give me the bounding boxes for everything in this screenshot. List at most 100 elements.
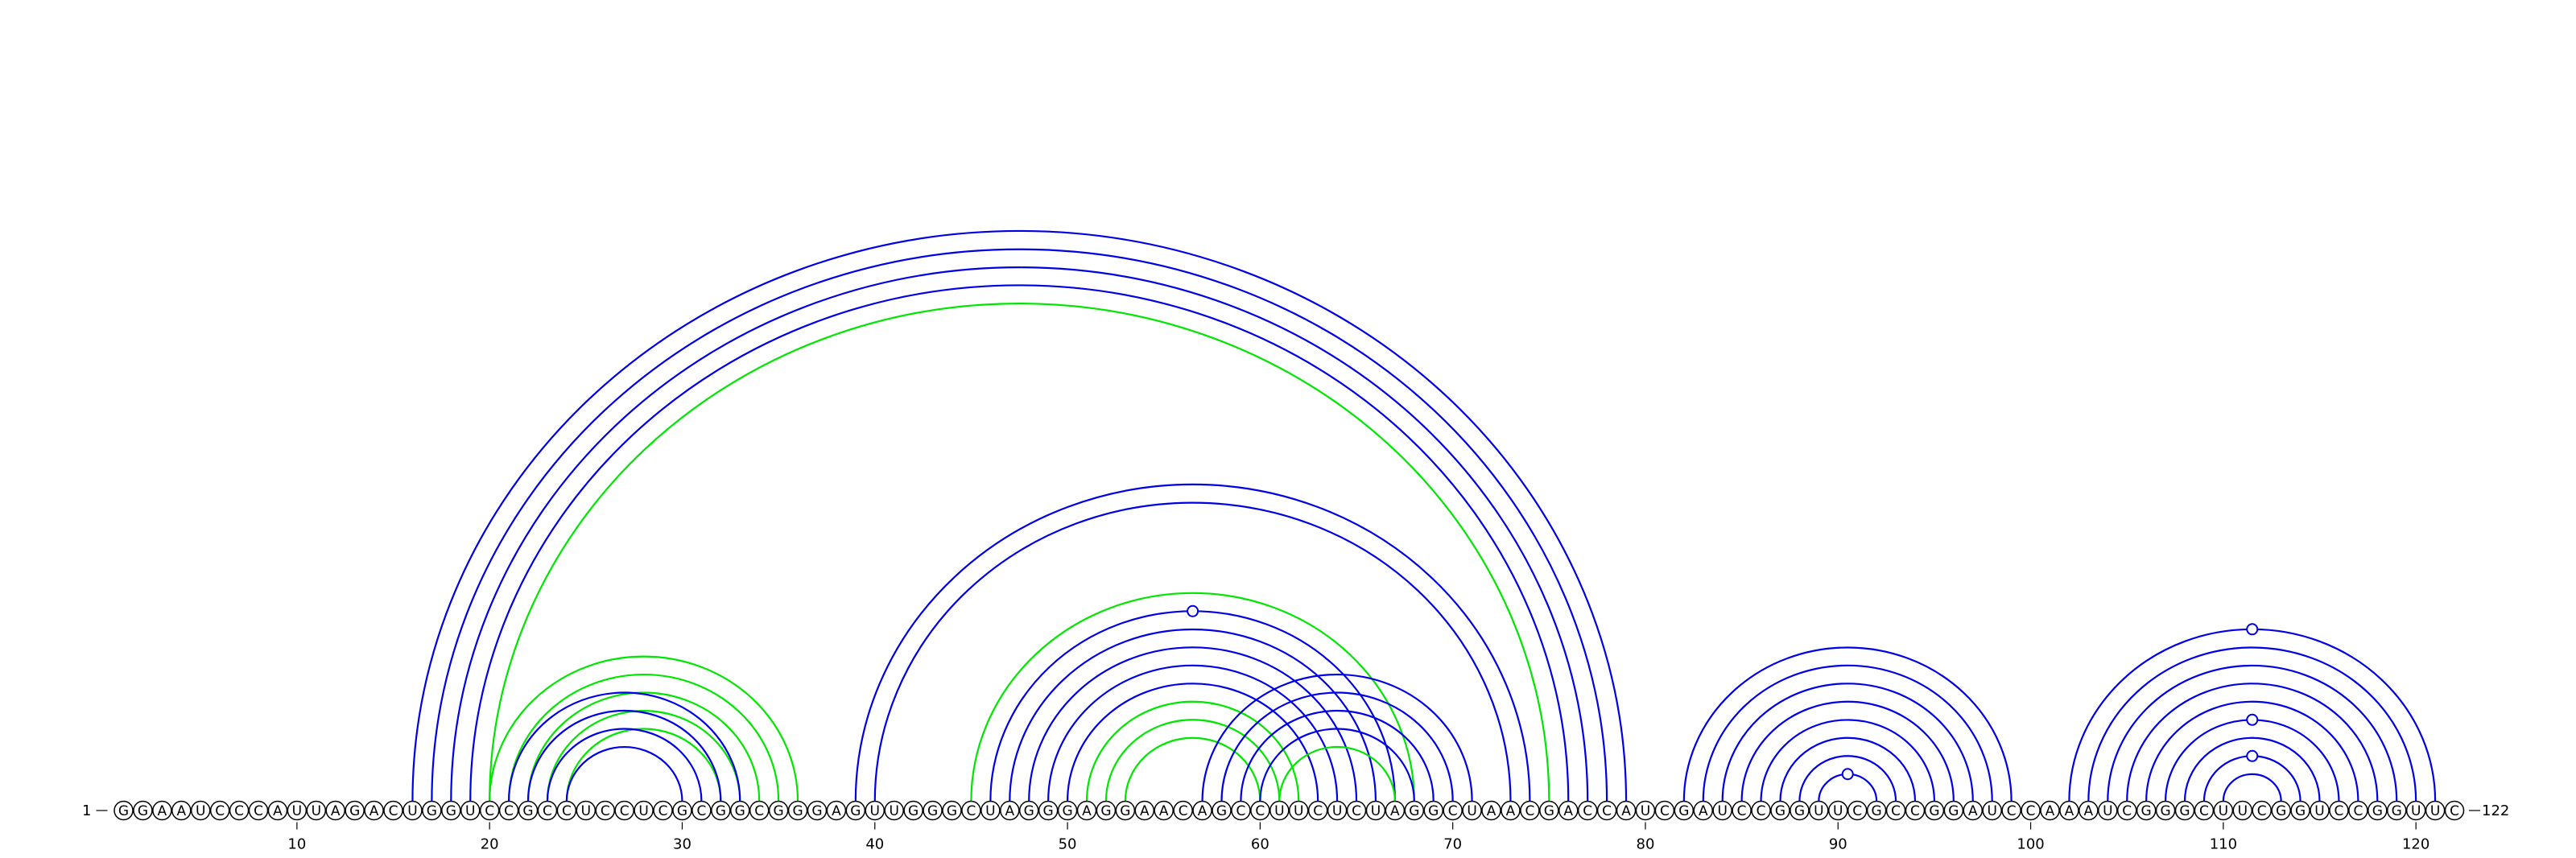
nucleotide-circle: [2425, 800, 2446, 821]
loop-marker-1: [1187, 604, 1199, 617]
nucleotide-letter: G: [1216, 803, 1227, 819]
nucleotide-letter: A: [273, 803, 283, 819]
nucleotide-circle: [1866, 800, 1887, 821]
nucleotide-circle: [498, 800, 519, 821]
nucleotide-4: A: [171, 800, 192, 821]
nucleotide-118: G: [2368, 800, 2388, 821]
base-pair-arc-18-77: [450, 266, 1589, 802]
nucleotide-circle: [2194, 800, 2215, 821]
nucleotide-letter: A: [176, 803, 186, 819]
nucleotide-circle: [923, 800, 943, 821]
nucleotide-75: G: [1539, 800, 1559, 821]
nucleotide-101: A: [2040, 800, 2060, 821]
nucleotide-20: C: [479, 800, 500, 821]
nucleotide-circle: [2368, 800, 2388, 821]
nucleotide-circle: [2116, 800, 2137, 821]
nucleotide-62: U: [1288, 800, 1309, 821]
nucleotide-105: C: [2116, 800, 2137, 821]
nucleotide-74: C: [1520, 800, 1540, 821]
nucleotide-letter: G: [677, 803, 687, 819]
nucleotide-letter: G: [118, 803, 129, 819]
nucleotide-122: C: [2444, 800, 2465, 821]
nucleotide-circle: [1732, 800, 1752, 821]
nucleotide-114: G: [2290, 800, 2310, 821]
nucleotide-37: G: [807, 800, 828, 821]
nucleotide-11: U: [306, 800, 327, 821]
nucleotide-1: G: [114, 800, 134, 821]
nucleotide-circle: [2252, 800, 2272, 821]
nucleotide-letter: U: [1467, 803, 1476, 819]
nucleotide-circle: [1000, 800, 1020, 821]
base-pair-arc-45-68: [970, 592, 1415, 802]
nucleotide-letter: A: [1140, 803, 1150, 819]
nucleotide-54: A: [1134, 800, 1155, 821]
position-label-90: 90: [1829, 836, 1847, 853]
nucleotide-letter: U: [581, 803, 591, 819]
nucleotide-circle: [2329, 800, 2349, 821]
nucleotide-letter: U: [1717, 803, 1727, 819]
nucleotide-circle: [1269, 800, 1290, 821]
nucleotide-letter: G: [1120, 803, 1130, 819]
nucleotide-letter: U: [1332, 803, 1342, 819]
nucleotide-letter: G: [1100, 803, 1111, 819]
nucleotide-letter: G: [446, 803, 456, 819]
loop-markers: [1187, 604, 2259, 781]
nucleotide-letter: G: [1872, 803, 1882, 819]
nucleotide-letter: C: [234, 803, 244, 819]
nucleotide-circle: [1693, 800, 1714, 821]
nucleotide-113: G: [2271, 800, 2291, 821]
nucleotide-circle: [441, 800, 461, 821]
nucleotide-103: A: [2079, 800, 2099, 821]
nucleotide-letter: G: [1043, 803, 1054, 819]
nucleotide-circle: [980, 800, 1001, 821]
nucleotide-2: G: [133, 800, 153, 821]
nucleotide-letter: C: [2353, 803, 2363, 819]
nucleotide-letter: C: [2122, 803, 2132, 819]
nucleotide-9: A: [267, 800, 288, 821]
nucleotide-circle: [1924, 800, 1945, 821]
nucleotide-8: C: [248, 800, 269, 821]
base-pair-arc-86-95: [1760, 719, 1936, 802]
nucleotide-circle: [422, 800, 442, 821]
nucleotide-circle: [884, 800, 904, 821]
nucleotide-letter: G: [850, 803, 861, 819]
nucleotide-circle: [1423, 800, 1443, 821]
nucleotide-letter: C: [2199, 803, 2209, 819]
nucleotide-letter: C: [1448, 803, 1458, 819]
nucleotide-14: A: [364, 800, 384, 821]
nucleotide-letter: C: [754, 803, 764, 819]
nucleotide-circle: [267, 800, 288, 821]
base-pair-arc-24-30: [565, 745, 683, 802]
nucleotide-letter: U: [985, 803, 995, 819]
nucleotide-circle: [1076, 800, 1097, 821]
nucleotide-letter: C: [1583, 803, 1592, 819]
nucleotide-60: C: [1250, 800, 1270, 821]
nucleotide-63: C: [1307, 800, 1328, 821]
nucleotide-circle: [826, 800, 847, 821]
nucleotide-121: U: [2425, 800, 2446, 821]
nucleotide-circle: [325, 800, 345, 821]
loop-marker-5: [2246, 749, 2259, 762]
nucleotide-circle: [2040, 800, 2060, 821]
nucleotide-51: A: [1076, 800, 1097, 821]
nucleotide-circle: [1539, 800, 1559, 821]
nucleotide-83: A: [1693, 800, 1714, 821]
nucleotide-letter: U: [2103, 803, 2112, 819]
nucleotide-90: U: [1828, 800, 1848, 821]
nucleotide-letter: U: [2430, 803, 2440, 819]
nucleotide-circle: [1596, 800, 1617, 821]
base-pair-arc-108-115: [2183, 736, 2321, 802]
nucleotide-86: C: [1751, 800, 1771, 821]
position-label-100: 100: [2017, 836, 2044, 853]
nucleotide-43: G: [923, 800, 943, 821]
nucleotide-letter: A: [1621, 803, 1631, 819]
nucleotide-52: G: [1096, 800, 1117, 821]
position-label-60: 60: [1251, 836, 1269, 853]
nucleotide-5: U: [190, 800, 211, 821]
nucleotide-circle: [1674, 800, 1695, 821]
nucleotide-letter: G: [1428, 803, 1439, 819]
nucleotide-letter: U: [1833, 803, 1843, 819]
base-pair-arc-58-70: [1220, 691, 1454, 802]
nucleotide-circle: [1770, 800, 1790, 821]
nucleotide-letter: U: [870, 803, 880, 819]
